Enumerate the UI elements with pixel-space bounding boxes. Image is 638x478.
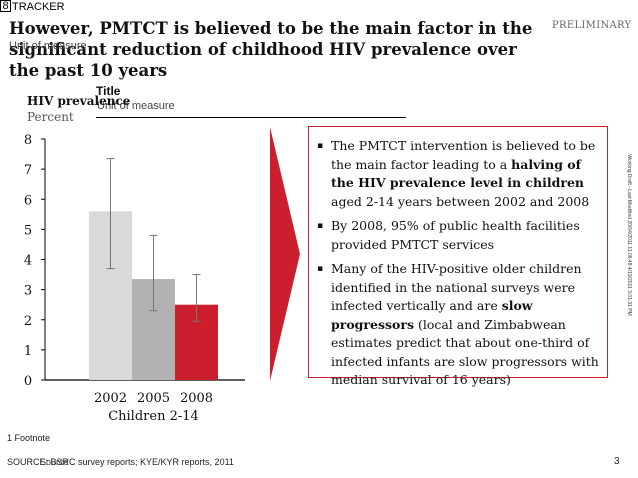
bullet-text-part: aged 2-14 years between 2002 and 2008 — [331, 193, 590, 209]
y-tick-label: 1 — [24, 344, 32, 359]
bullet-text-part: By 2008, 95% of public health facilities… — [331, 218, 580, 252]
bullet-text: Many of the HIV-positive older children … — [331, 260, 599, 390]
source-placeholder: Source — [40, 457, 69, 467]
bullet-item: ▪ By 2008, 95% of public health facilitie… — [317, 217, 599, 254]
chevron-arrow-icon — [270, 127, 300, 381]
chart-title: HIV prevalence — [27, 94, 131, 108]
y-tick-label: 5 — [24, 223, 32, 238]
bullet-text-part: Many of the HIV-positive older children … — [331, 261, 582, 313]
tracker-label: TRACKER — [12, 1, 65, 13]
bullet-text-bold: slow progressors — [331, 298, 533, 332]
bullet-text-part: The PMTCT intervention is believed to be… — [331, 138, 596, 172]
page-number: 3 — [614, 456, 620, 467]
y-tick-label: 7 — [24, 163, 32, 178]
chart-unit-placeholder: Unit of measure — [97, 100, 175, 112]
preliminary-label: PRELIMINARY — [552, 20, 632, 31]
bullet-text: By 2008, 95% of public health facilities… — [331, 217, 599, 254]
slide-title: However, PMTCT is believed to be the mai… — [9, 19, 533, 80]
y-tick-label: 6 — [24, 193, 32, 208]
bullet-marker: ▪ — [317, 221, 324, 231]
y-tick-label: 3 — [24, 284, 32, 299]
bullet-text-bold: halving of the HIV prevalence level in c… — [331, 156, 584, 191]
chart-unit: Percent — [27, 110, 74, 124]
bullet-text-part: (local and Zimbabwean estimates predict … — [331, 316, 599, 388]
footnote: 1 Footnote — [7, 433, 51, 443]
y-tick-label: 0 — [24, 374, 32, 389]
bullet-list: ▪ The PMTCT intervention is believed to b… — [317, 137, 599, 390]
tracker-number-box: 8 — [0, 0, 11, 12]
source-text: SOURCE: BSRC survey reports; KYE/KYR rep… — [7, 457, 234, 467]
bullet-item: ▪ The PMTCT intervention is believed to b… — [317, 137, 599, 211]
key-findings-box: ▪ The PMTCT intervention is believed to b… — [308, 126, 608, 387]
y-tick-label: 2 — [24, 314, 32, 329]
bullet-marker: ▪ — [317, 264, 324, 274]
chart-title-rule — [96, 117, 406, 118]
unit-of-measure-placeholder: Unit of measure — [9, 40, 87, 52]
y-tick-label: 4 — [24, 254, 32, 269]
y-tick-label: 8 — [24, 133, 32, 148]
x-tick-label: 2002 — [94, 391, 127, 406]
x-tick-label: 2008 — [180, 391, 213, 406]
bullet-marker: ▪ — [317, 141, 324, 151]
bullet-text: The PMTCT intervention is believed to be… — [331, 137, 599, 211]
chart-title-placeholder: Title — [96, 84, 121, 98]
x-tick-label: 2005 — [137, 391, 170, 406]
x-group-label: Children 2-14 — [108, 409, 199, 424]
bullet-item: ▪ Many of the HIV-positive older children… — [317, 260, 599, 390]
